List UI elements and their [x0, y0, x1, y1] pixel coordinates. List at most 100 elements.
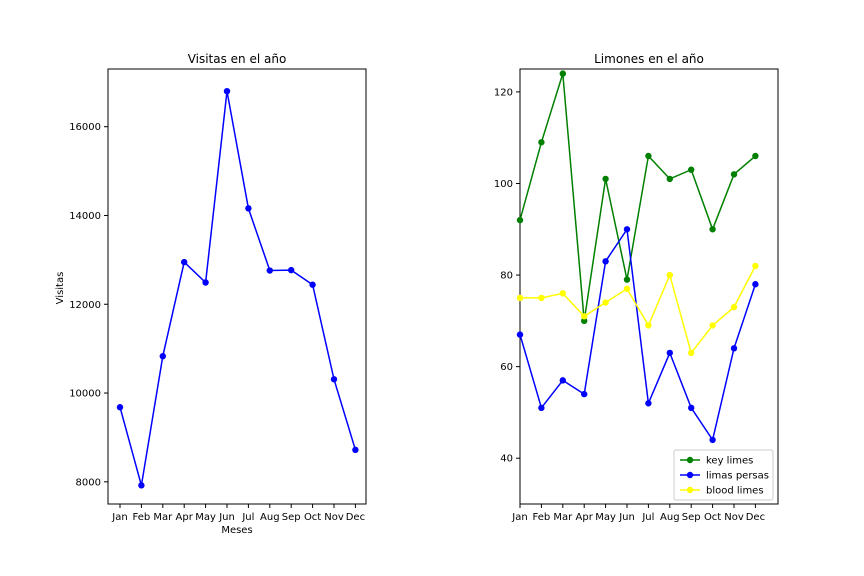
- x-tick-label: Jul: [241, 512, 254, 523]
- data-point: [559, 70, 566, 77]
- legend-label: key limes: [706, 456, 753, 467]
- data-point: [730, 303, 738, 311]
- data-point: [688, 166, 695, 173]
- data-point: [538, 404, 545, 412]
- data-point: [202, 279, 209, 286]
- data-point: [709, 226, 716, 233]
- data-point: [602, 258, 609, 265]
- x-tick-label: Mar: [553, 512, 573, 523]
- x-tick-label: Mar: [153, 512, 173, 523]
- chart-title: Limones en el año: [594, 52, 704, 66]
- data-point: [688, 349, 695, 357]
- data-point: [752, 152, 759, 160]
- data-point: [730, 345, 738, 352]
- x-tick-label: Sep: [682, 512, 701, 523]
- legend-label: blood limes: [706, 486, 764, 497]
- x-tick-label: Feb: [133, 512, 151, 523]
- data-point: [752, 281, 759, 288]
- y-axis-label: Visitas: [55, 272, 66, 305]
- x-tick-label: Jul: [641, 512, 654, 523]
- data-point: [581, 313, 588, 320]
- x-tick-label: Jan: [511, 512, 527, 523]
- x-tick-label: Dec: [346, 512, 365, 523]
- data-point: [688, 404, 695, 412]
- x-tick-label: Apr: [176, 512, 194, 523]
- data-point: [602, 299, 609, 306]
- chart-title: Visitas en el año: [188, 52, 287, 66]
- data-point: [581, 390, 588, 398]
- data-point: [223, 87, 231, 95]
- plot-frame: [107, 68, 367, 505]
- y-tick-label: 8000: [76, 477, 101, 488]
- data-point: [666, 349, 673, 357]
- data-point: [752, 262, 759, 270]
- x-axis-label: Meses: [221, 525, 252, 536]
- data-point: [666, 271, 673, 279]
- x-tick-label: Aug: [260, 512, 280, 523]
- data-point: [623, 226, 631, 233]
- series-line: [519, 73, 756, 321]
- x-tick-label: Dec: [746, 512, 765, 523]
- series-line: [519, 227, 757, 442]
- data-point: [666, 175, 673, 183]
- x-tick-label: Apr: [576, 512, 594, 523]
- data-point: [330, 376, 338, 383]
- y-tick-label: 16000: [69, 122, 101, 133]
- legend-marker: [686, 486, 694, 494]
- plot-frame: [519, 68, 779, 505]
- legend-marker: [686, 471, 694, 479]
- data-point: [245, 205, 252, 212]
- data-point: [352, 446, 359, 454]
- x-tick-label: May: [595, 512, 616, 523]
- data-point: [516, 216, 524, 224]
- data-point: [623, 285, 631, 292]
- data-point: [288, 266, 295, 274]
- plot-area: Jan Feb Mar Apr May Jun Jul Aug Sep Oct Nov Dec 8000…: [69, 68, 367, 523]
- data-point: [538, 139, 545, 146]
- plot-area: Jan Feb Mar Apr May Jun Jul Aug Sep Oct Nov Dec 40 60…: [494, 68, 779, 523]
- data-point: [623, 276, 631, 283]
- x-tick-label: Oct: [304, 512, 321, 523]
- data-point: [581, 317, 588, 325]
- data-point: [559, 377, 566, 384]
- y-tick-label: 10000: [69, 389, 101, 400]
- data-point: [645, 400, 652, 407]
- data-point: [116, 404, 124, 411]
- x-tick-label: Nov: [724, 512, 744, 523]
- data-point: [266, 267, 273, 274]
- y-tick-label: 100: [494, 179, 513, 190]
- data-point: [138, 482, 145, 489]
- x-tick-label: Jun: [618, 512, 635, 523]
- y-tick-label: 12000: [69, 300, 101, 311]
- data-point: [559, 290, 566, 297]
- x-tick-label: May: [195, 512, 216, 523]
- data-point: [159, 352, 166, 360]
- data-point: [181, 258, 188, 266]
- data-point: [709, 322, 716, 329]
- data-point: [730, 171, 738, 178]
- x-tick-label: Jan: [111, 512, 127, 523]
- legend-label: limas persas: [706, 471, 769, 482]
- data-point: [602, 175, 609, 183]
- data-point: [645, 152, 652, 160]
- data-point: [516, 294, 524, 302]
- data-point: [709, 436, 716, 444]
- x-tick-label: Oct: [704, 512, 721, 523]
- x-tick-label: Aug: [660, 512, 680, 523]
- x-tick-label: Jun: [218, 512, 235, 523]
- data-point: [645, 322, 652, 329]
- data-point: [538, 294, 545, 302]
- legend-marker: [686, 456, 694, 464]
- y-tick-label: 60: [500, 362, 513, 373]
- data-point: [516, 331, 524, 338]
- y-tick-label: 14000: [69, 211, 101, 222]
- data-point: [309, 281, 316, 288]
- series-line: [119, 91, 357, 486]
- x-tick-label: Feb: [533, 512, 551, 523]
- x-tick-label: Nov: [324, 512, 344, 523]
- y-tick-label: 120: [494, 87, 513, 98]
- chart-limones: Limones en el año Jan Feb Mar Apr May Jun Jul A…: [494, 52, 779, 523]
- y-tick-label: 40: [500, 454, 513, 465]
- legend: [673, 449, 774, 501]
